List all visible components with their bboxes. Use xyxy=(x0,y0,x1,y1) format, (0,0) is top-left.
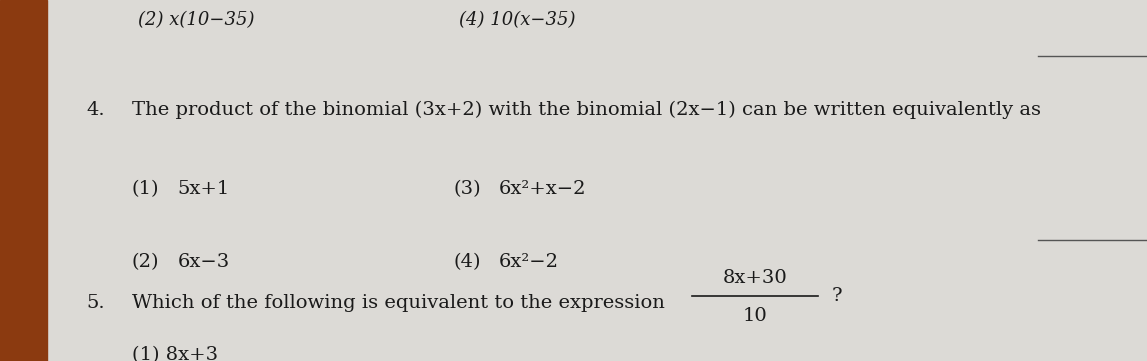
Bar xyxy=(0,0,47,361)
Text: (3): (3) xyxy=(453,180,481,199)
Text: (2): (2) xyxy=(132,253,159,271)
Text: ?: ? xyxy=(832,287,842,305)
Text: (4): (4) xyxy=(453,253,481,271)
Text: 5x+1: 5x+1 xyxy=(178,180,231,199)
Text: (4) 10(x−35): (4) 10(x−35) xyxy=(459,11,576,29)
Text: 6x−3: 6x−3 xyxy=(178,253,231,271)
Text: 10: 10 xyxy=(742,307,767,325)
Text: The product of the binomial (3x+2) with the binomial (2x−1) can be written equiv: The product of the binomial (3x+2) with … xyxy=(132,101,1041,119)
Text: 6x²−2: 6x²−2 xyxy=(499,253,559,271)
Text: 8x+30: 8x+30 xyxy=(723,269,787,287)
Text: (1): (1) xyxy=(132,180,159,199)
Text: 4.: 4. xyxy=(86,101,104,119)
Text: Which of the following is equivalent to the expression: Which of the following is equivalent to … xyxy=(132,294,665,312)
Text: 5.: 5. xyxy=(86,294,104,312)
Text: (1) 8x+3: (1) 8x+3 xyxy=(132,347,218,361)
Text: 6x²+x−2: 6x²+x−2 xyxy=(499,180,586,199)
Text: (2) x(10−35): (2) x(10−35) xyxy=(138,11,255,29)
